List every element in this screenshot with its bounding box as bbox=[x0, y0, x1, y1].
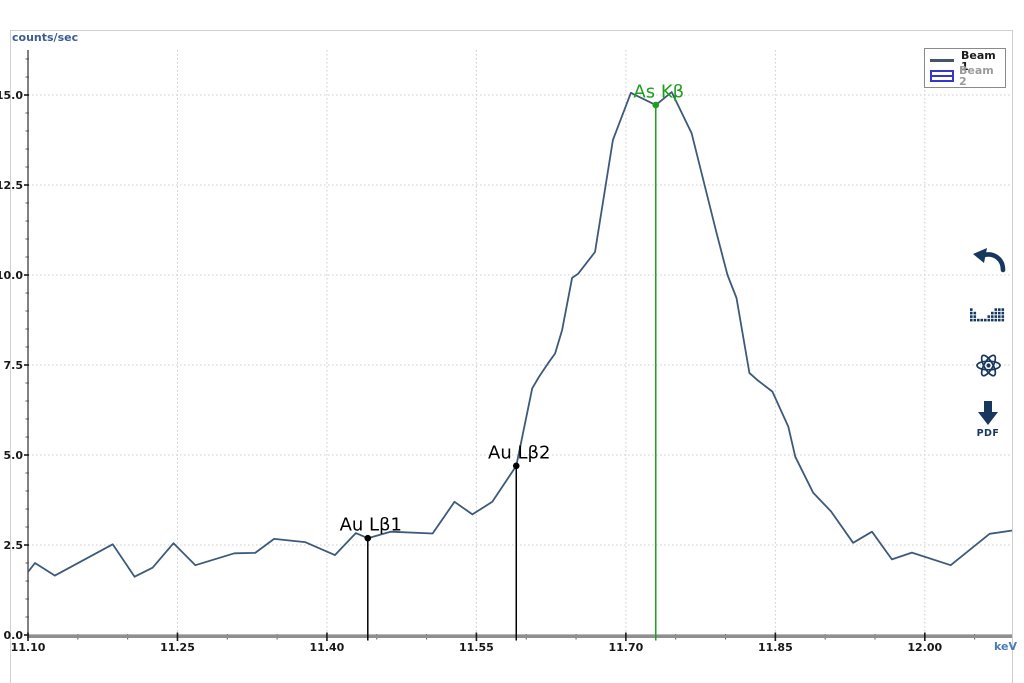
x-tick-label: 11.25 bbox=[160, 641, 195, 654]
y-tick-label: 10.0 bbox=[0, 269, 23, 282]
x-tick-label: 11.70 bbox=[608, 641, 643, 654]
pdf-label: PDF bbox=[976, 428, 1000, 439]
peak-label: Au Lβ2 bbox=[488, 442, 550, 463]
x-tick-label: 11.10 bbox=[11, 641, 46, 654]
x-tick-label: 12.00 bbox=[907, 641, 942, 654]
y-tick-label: 2.5 bbox=[4, 539, 24, 552]
y-tick-label: 12.5 bbox=[0, 179, 23, 192]
peak-label: Au Lβ1 bbox=[340, 515, 402, 536]
peak-marker bbox=[364, 534, 372, 542]
x-tick-label: 11.40 bbox=[310, 641, 345, 654]
periodic-table-icon bbox=[970, 308, 1005, 322]
series-line-1 bbox=[28, 91, 1012, 578]
periodic-table-button[interactable] bbox=[966, 299, 1010, 322]
download-arrow-icon bbox=[978, 401, 998, 425]
y-tick-label: 0.0 bbox=[4, 629, 24, 642]
x-tick-label: 11.55 bbox=[459, 641, 494, 654]
toolbar: PDF bbox=[966, 246, 1010, 439]
undo-icon bbox=[973, 248, 1006, 273]
peak-label: As Kβ bbox=[633, 82, 684, 103]
legend-item-beam2[interactable]: Beam 2 bbox=[930, 65, 1000, 87]
y-tick-label: 15.0 bbox=[0, 89, 23, 102]
y-tick-label: 5.0 bbox=[4, 449, 24, 462]
peak-marker bbox=[512, 462, 520, 470]
beam1-line-swatch bbox=[930, 59, 954, 62]
y-tick-label: 7.5 bbox=[4, 359, 24, 372]
beam2-box-swatch bbox=[930, 69, 954, 82]
atom-button[interactable] bbox=[966, 352, 1010, 379]
x-axis-unit-label: keV bbox=[994, 640, 1017, 653]
x-tick-label: 11.85 bbox=[758, 641, 793, 654]
download-pdf-button[interactable]: PDF bbox=[966, 401, 1010, 439]
legend-item-beam1[interactable]: Beam 1 bbox=[930, 50, 1000, 72]
legend-label-beam1: Beam 1 bbox=[961, 48, 996, 73]
undo-button[interactable] bbox=[966, 246, 1010, 273]
atom-icon bbox=[975, 354, 1001, 377]
legend: Beam 1 Beam 2 bbox=[924, 48, 1006, 88]
y-axis-unit-label: counts/sec bbox=[12, 31, 79, 44]
beam2-swatch-line bbox=[932, 74, 952, 77]
peak-marker bbox=[652, 101, 660, 109]
legend-label-beam2: Beam 2 bbox=[959, 63, 994, 88]
